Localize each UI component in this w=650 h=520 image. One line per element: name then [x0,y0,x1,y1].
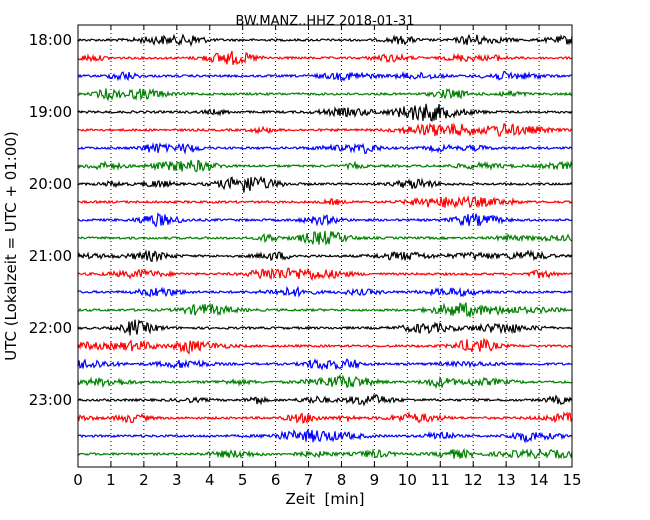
x-tick-label: 1 [106,471,116,489]
seismic-traces [77,33,573,460]
seismic-trace [77,319,573,336]
seismic-trace [77,175,573,193]
x-tick-label: 0 [73,471,83,489]
seismic-trace [77,285,573,298]
plot-frame [77,24,573,468]
x-tick-label: 13 [497,471,516,489]
y-tick-label: 22:00 [29,319,72,337]
seismic-trace [77,141,573,155]
x-tick-label: 12 [464,471,483,489]
seismic-trace [77,302,573,318]
y-tick-label: 23:00 [29,391,72,409]
x-tick-label: 5 [238,471,248,489]
grid-lines [110,25,540,467]
seismic-trace [77,411,573,425]
x-tick-label: 4 [205,471,215,489]
x-axis-ticks: 0 1 2 3 4 5 6 7 8 9 10 11 12 13 14 15 [73,25,582,489]
x-axis-label: Zeit [min] [285,490,364,508]
x-tick-label: 7 [304,471,314,489]
seismic-trace [77,249,573,263]
seismic-trace [77,103,573,122]
seismic-trace [77,428,573,444]
x-tick-label: 15 [562,471,581,489]
y-tick-label: 20:00 [29,175,72,193]
y-tick-label: 19:00 [29,103,72,121]
seismic-trace [77,358,573,371]
x-tick-label: 9 [370,471,380,489]
seismic-trace [77,70,573,82]
y-axis-ticks: 18:00 19:00 20:00 21:00 22:00 23:00 [29,31,572,409]
x-tick-label: 3 [172,471,182,489]
seismic-trace [77,33,573,47]
seismic-trace [77,447,573,460]
seismic-trace [77,267,573,282]
seismic-trace [77,194,573,209]
seismic-trace [77,122,573,137]
seismic-trace [77,393,573,407]
x-tick-label: 8 [337,471,347,489]
x-tick-label: 6 [271,471,281,489]
seismic-trace [77,373,573,390]
x-tick-label: 2 [139,471,149,489]
y-axis-label: UTC (Lokalzeit = UTC + 01:00) [2,131,20,361]
x-tick-label: 11 [431,471,450,489]
seismic-trace [77,230,573,246]
y-tick-label: 18:00 [29,31,72,49]
seismic-trace [77,50,573,66]
seismic-trace [77,337,573,355]
chart-title: BW.MANZ..HHZ 2018-01-31 [235,14,414,29]
y-tick-label: 21:00 [29,247,72,265]
x-tick-label: 10 [398,471,417,489]
seismic-trace [77,212,573,228]
seismic-trace [77,159,573,173]
x-tick-label: 14 [530,471,549,489]
seismic-trace [77,87,573,102]
